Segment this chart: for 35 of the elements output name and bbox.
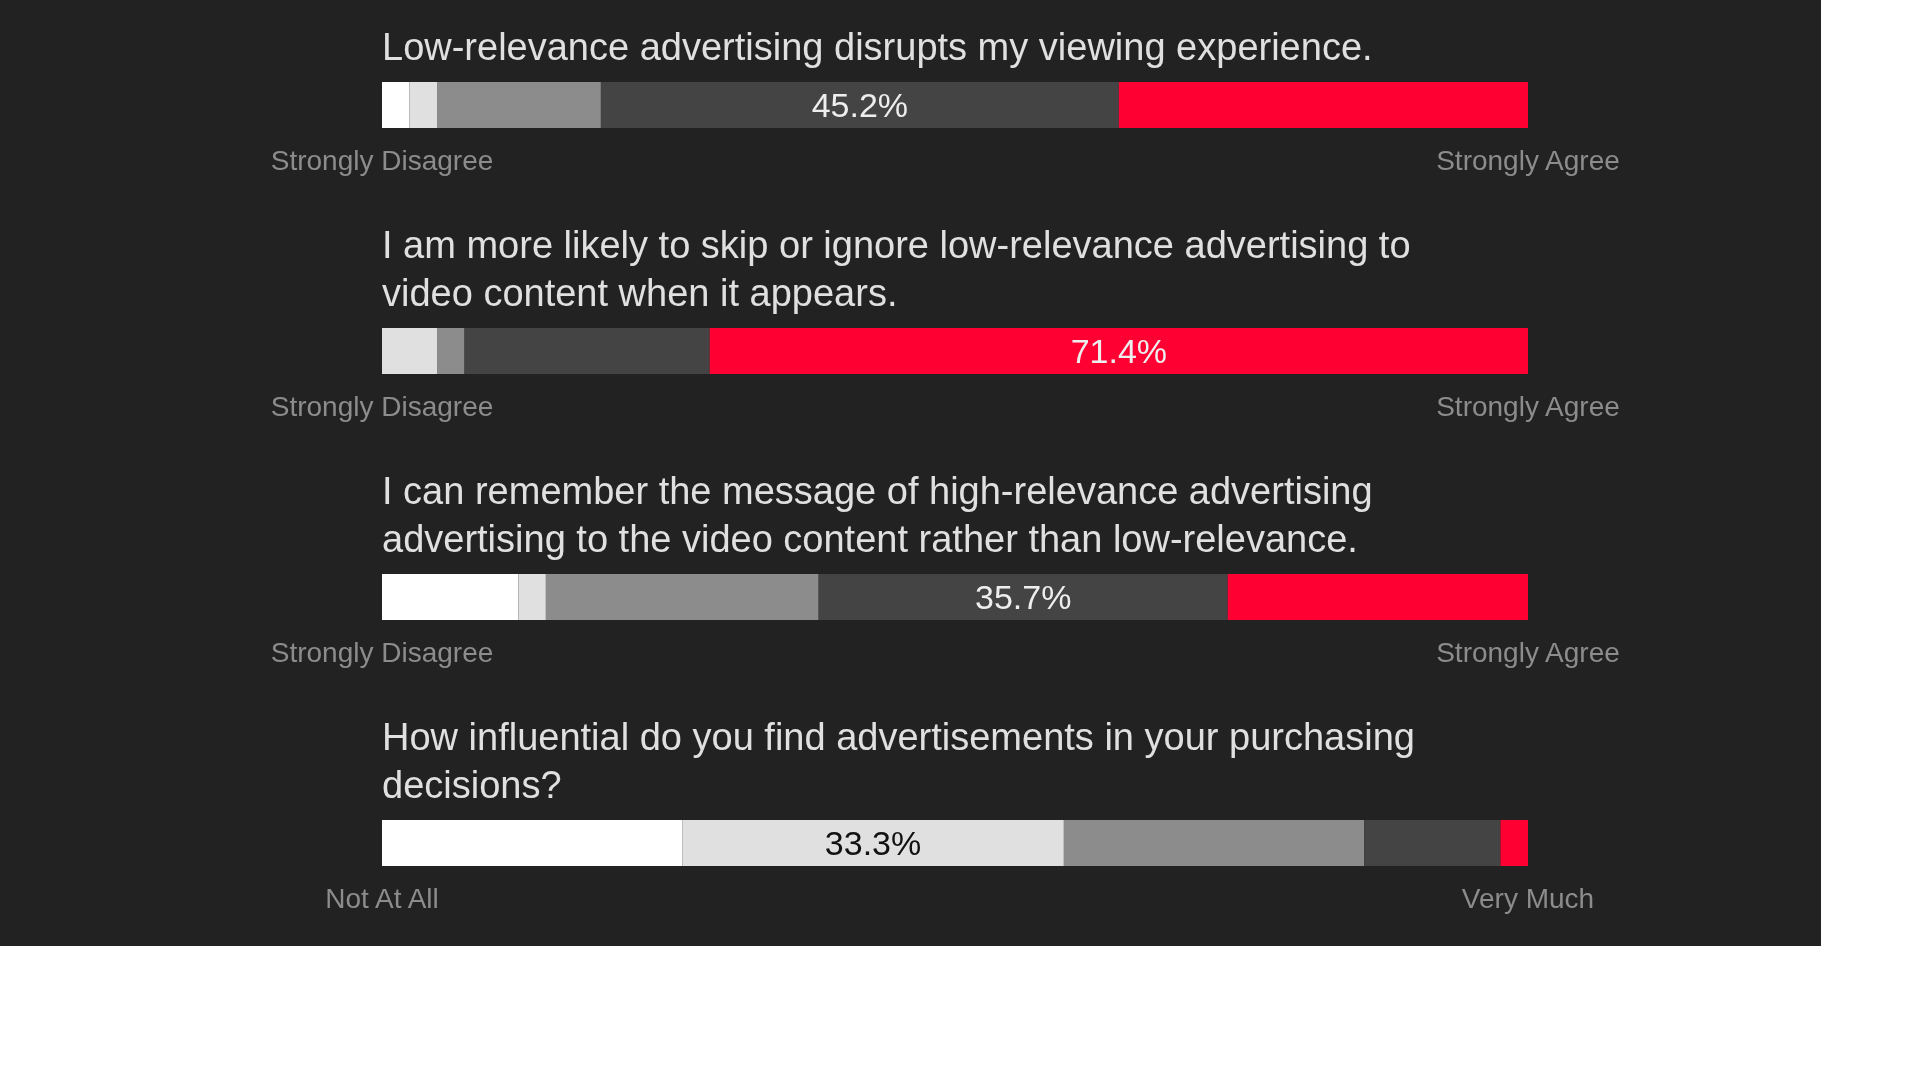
bar <box>464 328 710 374</box>
bar <box>1227 574 1528 620</box>
chart-title: How influential do you find advertisements in your purchasing decisions? <box>382 716 1415 806</box>
bar <box>437 82 601 128</box>
bar <box>437 328 465 374</box>
text: Strongly Agree <box>1436 145 1620 176</box>
bar <box>818 574 1228 620</box>
bar <box>409 82 438 128</box>
bar <box>1118 82 1528 128</box>
bar <box>382 820 683 866</box>
data-label: 71.4% <box>1070 332 1168 370</box>
chart-title: Low-relevance advertising disrupts my viewing experience. <box>382 26 1373 68</box>
chart-title: I am more likely to skip or ignore low-relevance advertising to video content when it appears. <box>382 224 1411 314</box>
text: Strongly Agree <box>1436 391 1620 422</box>
bar <box>1063 820 1365 866</box>
data-label: 33.3% <box>824 824 922 862</box>
bar <box>518 574 546 620</box>
bar <box>545 574 819 620</box>
data-label: 45.2% <box>811 86 909 124</box>
text: Strongly Disagree <box>270 391 494 422</box>
bar <box>682 820 1064 866</box>
text: Strongly Disagree <box>270 637 494 668</box>
bar <box>709 328 1528 374</box>
bar <box>600 82 1119 128</box>
data-label: 35.7% <box>974 578 1072 616</box>
chart-title: I can remember the message of high-relevance advertising advertising to the video content rather than low-relevance. <box>382 470 1373 560</box>
bar <box>1500 820 1528 866</box>
text: Strongly Agree <box>1436 637 1620 668</box>
text: Strongly Disagree <box>270 145 494 176</box>
bar <box>382 82 410 128</box>
bar <box>382 328 438 374</box>
bar <box>1364 820 1501 866</box>
text: Not At All <box>325 883 439 914</box>
text: Very Much <box>1461 883 1595 914</box>
bar <box>382 574 519 620</box>
